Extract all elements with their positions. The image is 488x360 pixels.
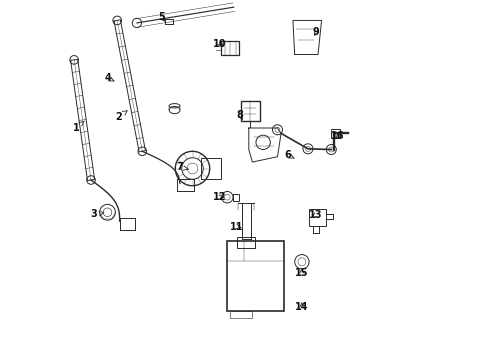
Text: 9: 9 <box>312 27 319 37</box>
Text: 15: 15 <box>295 268 308 278</box>
Text: 5: 5 <box>158 12 164 22</box>
Text: 14: 14 <box>295 302 308 312</box>
Text: 8: 8 <box>236 111 243 121</box>
Text: 16: 16 <box>330 131 344 141</box>
Text: 1: 1 <box>72 121 84 133</box>
Text: 10: 10 <box>212 39 225 49</box>
Text: 3: 3 <box>90 209 103 219</box>
Text: 6: 6 <box>284 150 293 160</box>
Bar <box>201 158 221 179</box>
Bar <box>233 194 239 201</box>
Bar <box>230 311 251 318</box>
Bar <box>330 129 340 138</box>
Text: 12: 12 <box>213 192 226 202</box>
Bar <box>221 41 239 55</box>
Text: 7: 7 <box>176 162 188 172</box>
Text: 13: 13 <box>308 210 322 220</box>
Text: 2: 2 <box>115 111 127 122</box>
Text: 11: 11 <box>229 222 243 231</box>
Bar <box>226 241 284 311</box>
Bar <box>308 210 325 226</box>
Bar <box>237 237 255 248</box>
Text: 4: 4 <box>104 73 114 83</box>
